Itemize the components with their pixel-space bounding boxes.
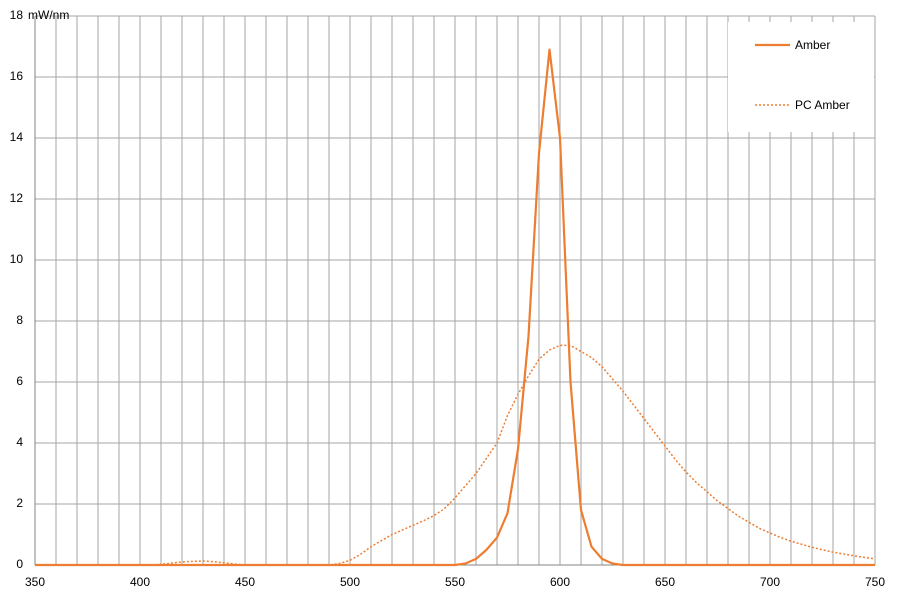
y-tick-label: 2 — [16, 496, 23, 510]
y-tick-label: 4 — [16, 435, 23, 449]
y-tick-label: 10 — [10, 252, 24, 266]
legend-box — [728, 22, 874, 132]
series-line — [35, 344, 876, 566]
x-tick-label: 700 — [760, 575, 780, 589]
x-tick-label: 650 — [655, 575, 675, 589]
y-tick-label: 0 — [16, 557, 23, 571]
y-tick-label: 18 — [10, 8, 24, 22]
x-tick-label: 500 — [340, 575, 360, 589]
y-tick-label: 16 — [10, 69, 24, 83]
y-tick-label: 14 — [10, 130, 24, 144]
y-tick-label: 6 — [16, 374, 23, 388]
x-tick-label: 350 — [25, 575, 45, 589]
series-line — [35, 48, 875, 567]
x-tick-label: 450 — [235, 575, 255, 589]
x-tick-label: 400 — [130, 575, 150, 589]
y-tick-label: 8 — [16, 313, 23, 327]
x-tick-label: 750 — [865, 575, 885, 589]
y-tick-label: 12 — [10, 191, 24, 205]
y-axis-label: mW/nm — [28, 8, 69, 22]
legend-label: Amber — [795, 38, 830, 52]
x-tick-label: 600 — [550, 575, 570, 589]
x-tick-label: 550 — [445, 575, 465, 589]
legend-label: PC Amber — [795, 98, 850, 112]
